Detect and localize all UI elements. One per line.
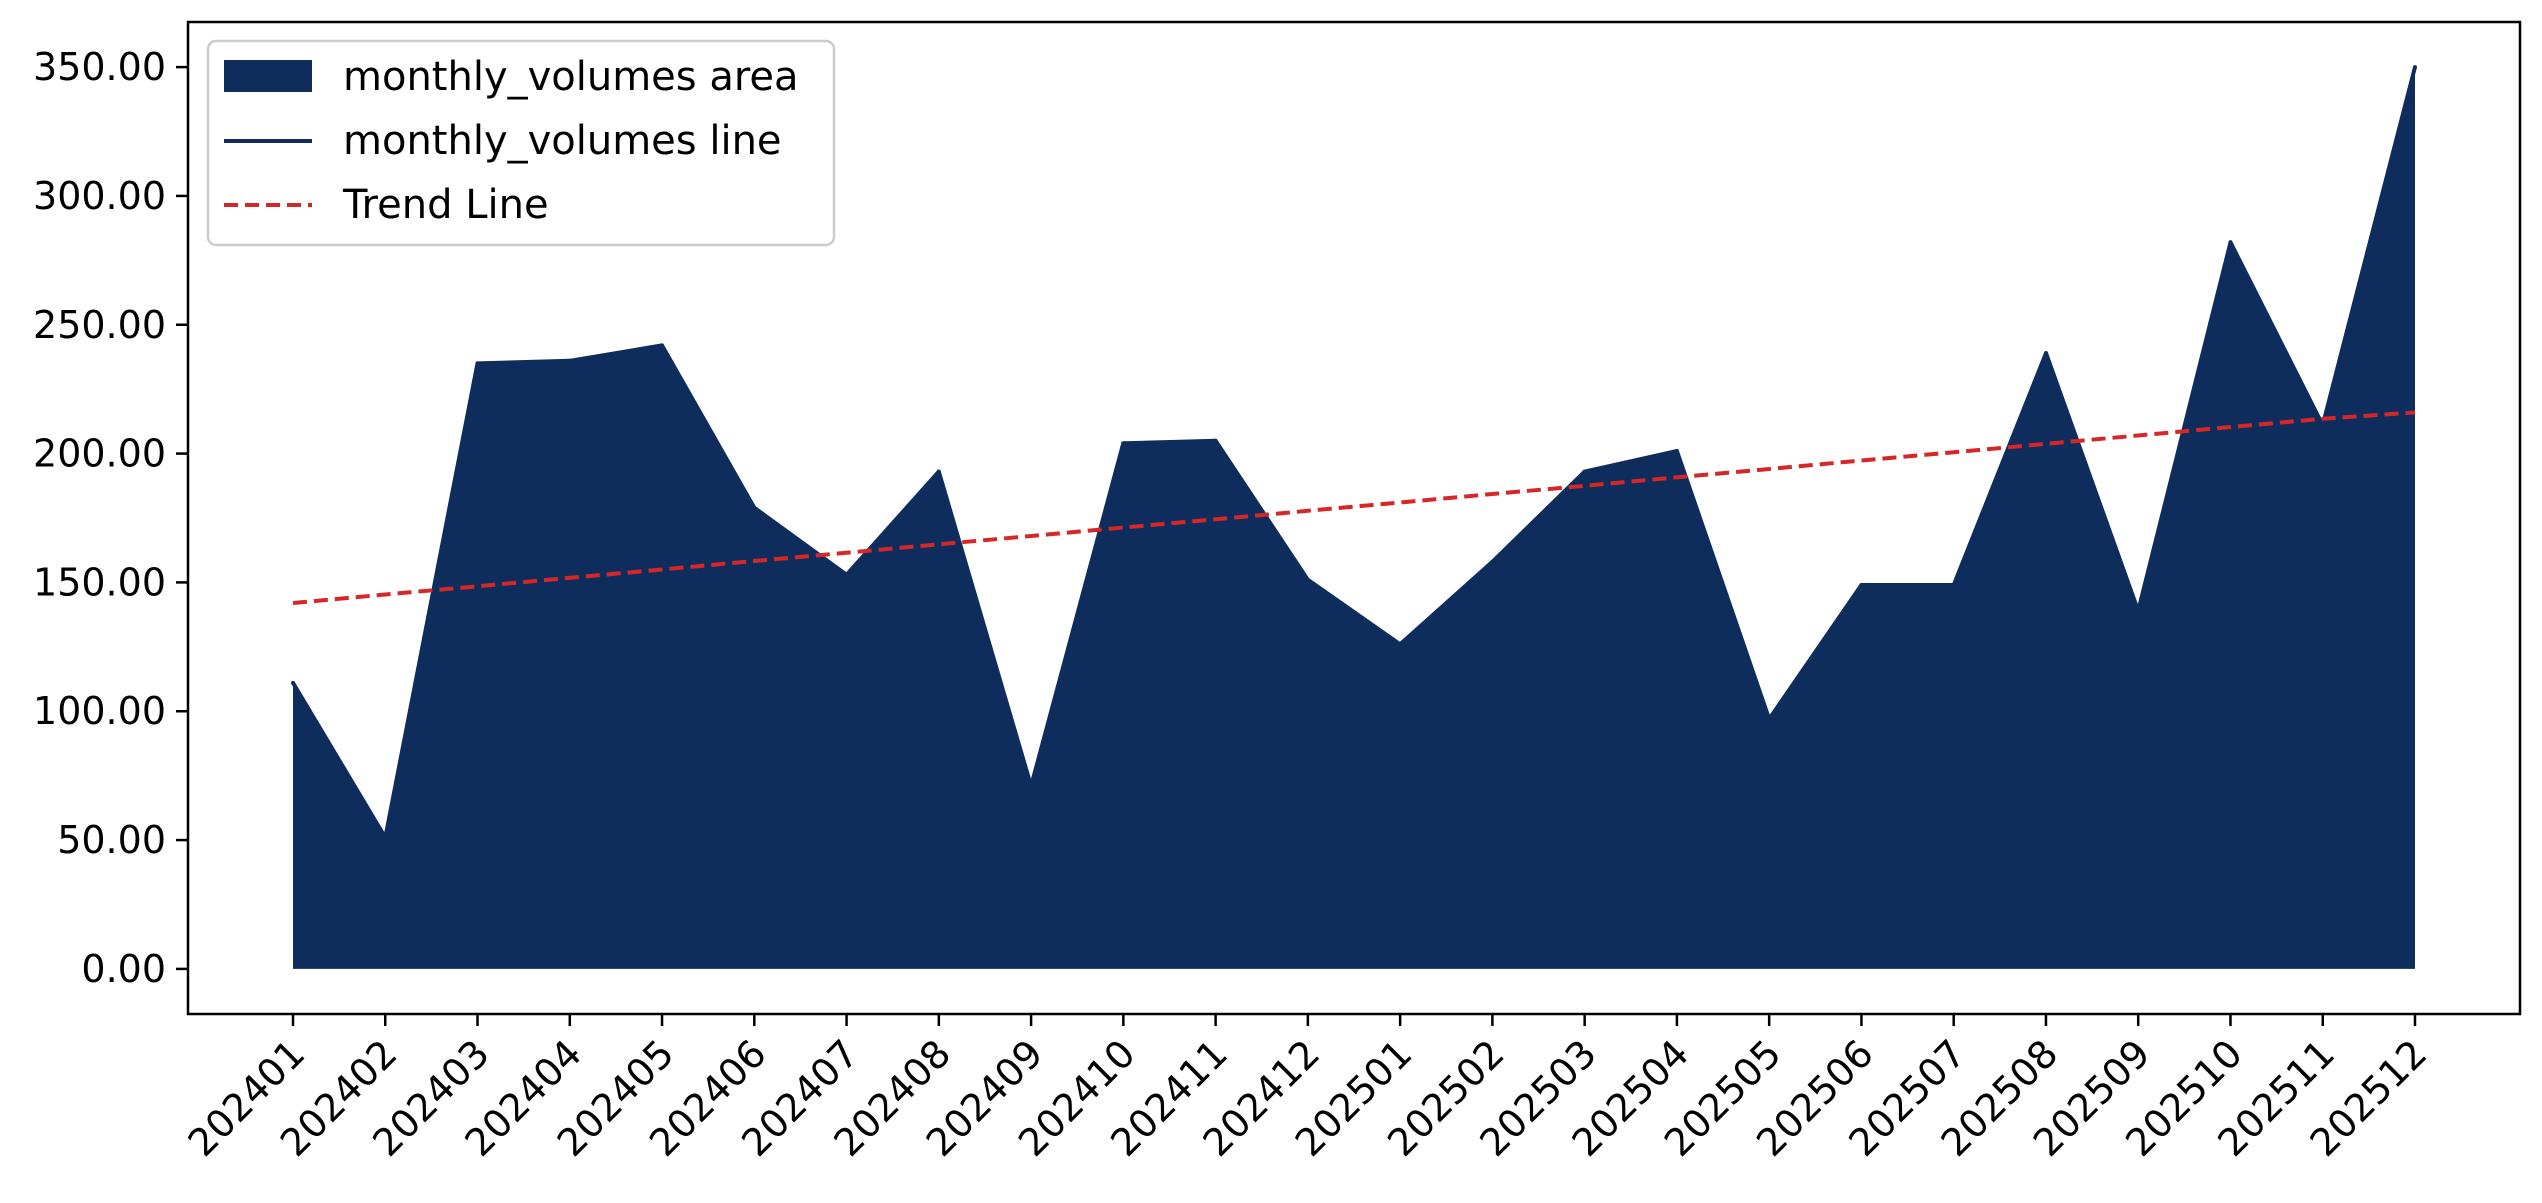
data-point	[844, 572, 849, 577]
x-axis: 2024012024022024032024042024052024062024…	[180, 1014, 2435, 1165]
trend-layer	[292, 410, 2416, 605]
y-tick-label: 300.00	[33, 174, 166, 218]
y-axis: 0.00 50.00 100.00 150.00 200.00 250.00 300.00 3…	[33, 45, 188, 991]
legend-label-trend: Trend Line	[342, 182, 549, 228]
data-point	[1582, 469, 1587, 474]
legend: monthly_volumes area monthly_volumes lin…	[206, 39, 836, 247]
data-point	[752, 505, 757, 510]
data-point	[1398, 642, 1403, 647]
legend-label-line: monthly_volumes line	[343, 118, 782, 164]
data-point	[1029, 784, 1034, 788]
legend-box	[206, 39, 836, 247]
y-tick-label: 350.00	[33, 45, 166, 89]
y-tick-label: 100.00	[33, 689, 166, 733]
data-point	[936, 469, 941, 474]
legend-swatch-area	[224, 60, 312, 92]
data-point	[475, 361, 480, 366]
y-tick-label: 0.00	[81, 947, 166, 991]
data-point	[660, 343, 664, 348]
area-layer	[293, 67, 2415, 969]
area-series-monthly-volumes	[293, 67, 2415, 969]
data-point	[383, 835, 388, 840]
data-point	[2320, 423, 2325, 428]
plot-frame	[186, 20, 2522, 1016]
data-point	[567, 358, 572, 363]
y-tick-label: 250.00	[33, 303, 166, 347]
data-point	[1121, 441, 1126, 446]
line-layer	[291, 65, 2417, 840]
data-point	[2136, 608, 2141, 613]
y-tick-label: 150.00	[33, 560, 166, 604]
legend-label-area: monthly_volumes area	[343, 54, 799, 100]
data-point	[1213, 438, 1218, 443]
data-point	[1859, 583, 1864, 587]
y-tick-label: 50.00	[57, 818, 166, 862]
data-point	[1767, 717, 1772, 721]
data-point	[1490, 559, 1495, 564]
data-point	[1951, 583, 1956, 587]
data-point	[291, 680, 295, 685]
data-point	[2044, 351, 2048, 356]
trend-line	[292, 410, 2416, 605]
data-point	[2228, 240, 2233, 245]
y-tick-label: 200.00	[33, 432, 166, 476]
data-point	[2413, 65, 2417, 70]
data-point	[1305, 577, 1310, 582]
line-series-monthly-volumes	[291, 66, 2417, 840]
data-point	[1674, 449, 1679, 453]
